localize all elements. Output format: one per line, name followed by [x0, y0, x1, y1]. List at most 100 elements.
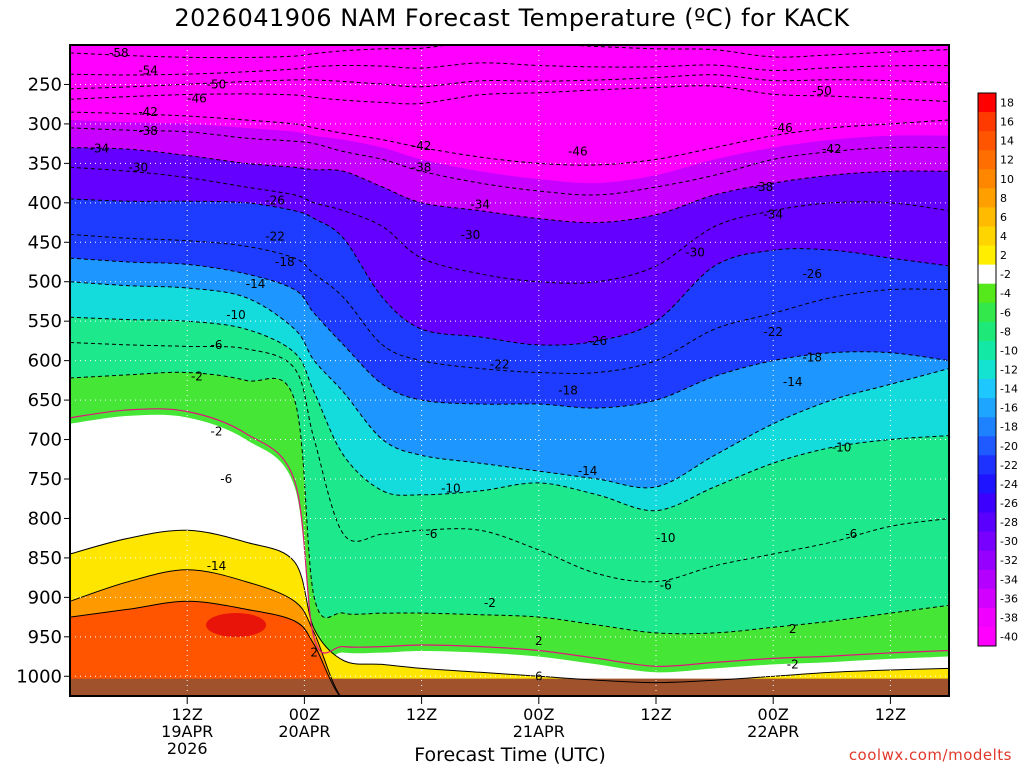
band-ground	[70, 678, 949, 696]
isotherm-label: -42	[412, 139, 432, 153]
isotherm-label: 2	[789, 622, 797, 636]
gridlines	[70, 45, 949, 696]
isotherm-label: -2	[787, 657, 799, 671]
isotherm-label: -46	[187, 92, 207, 106]
isotherm-label: -10	[226, 308, 246, 322]
isotherm-label: -30	[685, 246, 705, 260]
colorbar-label: -10	[1000, 344, 1018, 357]
chart-title: 2026041906 NAM Forecast Temperature (ºC)…	[174, 4, 850, 32]
isotherm-label: -34	[763, 208, 783, 222]
isotherm-upper-1	[70, 62, 949, 76]
y-tick-label: 500	[28, 272, 62, 293]
x-tick-label: 22APR	[747, 722, 799, 741]
isotherm-label: -50	[812, 84, 832, 98]
x-tick-label: 2026	[167, 739, 208, 758]
colorbar-swatch	[978, 588, 996, 609]
isotherm-label: -26	[588, 334, 608, 348]
colorbar-label: -4	[1000, 287, 1011, 300]
colorbar-swatch	[978, 436, 996, 456]
colorbar-label: 2	[1000, 249, 1007, 262]
isotherm-label: -14	[783, 375, 803, 389]
credit-link[interactable]: coolwx.com/modelts	[848, 746, 1012, 764]
isotherm-label: -22	[763, 325, 783, 339]
colorbar-swatch	[978, 531, 996, 552]
y-tick-label: 400	[28, 193, 62, 214]
isotherm-upper-3	[70, 85, 949, 105]
isotherm-t16	[70, 600, 341, 696]
isotherm-tm38	[70, 127, 949, 196]
isotherm-label: -34	[470, 197, 490, 211]
y-tick-label: 800	[28, 508, 62, 529]
isotherm-label: -46	[773, 121, 793, 135]
x-tick-label: 12Z	[172, 705, 203, 724]
colorbar-label: -24	[1000, 478, 1018, 491]
colorbar-label: -30	[1000, 535, 1018, 548]
colorbar-label: -18	[1000, 421, 1018, 434]
colorbar-swatch	[978, 417, 996, 437]
colorbar-label: 10	[1000, 173, 1014, 186]
isotherm-label: 6	[535, 669, 543, 683]
y-tick-label: 900	[28, 587, 62, 608]
isotherm-upper-2	[70, 74, 949, 90]
colorbar-label: -12	[1000, 364, 1018, 377]
colorbar-swatch	[978, 493, 996, 514]
isotherm-tm18	[70, 257, 949, 409]
isotherm-label: -22	[490, 358, 510, 372]
colorbar-label: -36	[1000, 592, 1018, 605]
isotherm-label: -42	[138, 105, 158, 119]
isotherm-tm30	[70, 166, 949, 284]
colorbar-swatch	[978, 283, 996, 304]
isotherm-label: -46	[568, 145, 588, 159]
colorbar: 18 16 14 12 10 8 6 4 2 -2 -4 -6 -8 -10 -12 -14 -16 -18 -20…	[977, 92, 1018, 647]
isotherm-t12	[70, 569, 342, 696]
isotherm-label: -42	[822, 142, 842, 156]
isotherm-label: -2	[191, 369, 203, 383]
colorbar-swatch	[978, 626, 996, 647]
isotherm-label: -10	[832, 440, 852, 454]
temperature-fill	[70, 45, 949, 696]
colorbar-swatch	[978, 512, 996, 533]
isotherm-label: -14	[578, 464, 598, 478]
isotherm-label: -38	[754, 180, 774, 194]
isotherm-label: 2	[535, 634, 543, 648]
isotherm-label: -10	[656, 531, 676, 545]
x-tick-label: 20APR	[278, 722, 330, 741]
x-tick-label: 12Z	[406, 705, 437, 724]
isotherm-label: -14	[246, 277, 266, 291]
colorbar-label: -22	[1000, 459, 1018, 472]
colorbar-swatch	[978, 245, 996, 266]
isotherm-label: -30	[461, 228, 481, 242]
colorbar-swatch	[978, 226, 996, 247]
isotherm-label: -18	[558, 384, 578, 398]
colorbar-swatch	[978, 302, 996, 323]
y-tick-label: 650	[28, 390, 62, 411]
colorbar-label: 4	[1000, 230, 1007, 243]
isotherm-label: -18	[802, 350, 822, 364]
isotherm-tm42	[70, 111, 949, 166]
y-tick-label: 450	[28, 232, 62, 253]
band-12-to-16	[70, 601, 340, 696]
isotherm-label: -2	[211, 425, 223, 439]
isotherm-label: -38	[138, 124, 158, 138]
x-tick-label: 21APR	[513, 722, 565, 741]
colorbar-label: -6	[1000, 306, 1011, 319]
colorbar-label: 8	[1000, 192, 1007, 205]
x-axis-label: Forecast Time (UTC)	[414, 744, 606, 766]
isotherm-label: -6	[220, 472, 232, 486]
isotherm-label: -6	[211, 338, 223, 352]
colorbar-swatch	[978, 93, 996, 113]
x-tick-label: 00Z	[758, 705, 789, 724]
colorbar-swatch	[978, 188, 996, 208]
isotherm-upper-0	[70, 45, 949, 59]
colorbar-label: 14	[1000, 135, 1014, 148]
colorbar-label: -16	[1000, 402, 1018, 415]
y-tick-label: 700	[28, 430, 62, 451]
colorbar-label: -38	[1000, 611, 1018, 624]
isotherm-label: -6	[845, 527, 857, 541]
isotherm-label: -50	[207, 77, 227, 91]
isotherm-contours	[70, 45, 949, 696]
y-tick-label: 750	[28, 469, 62, 490]
colorbar-swatch	[978, 112, 996, 132]
